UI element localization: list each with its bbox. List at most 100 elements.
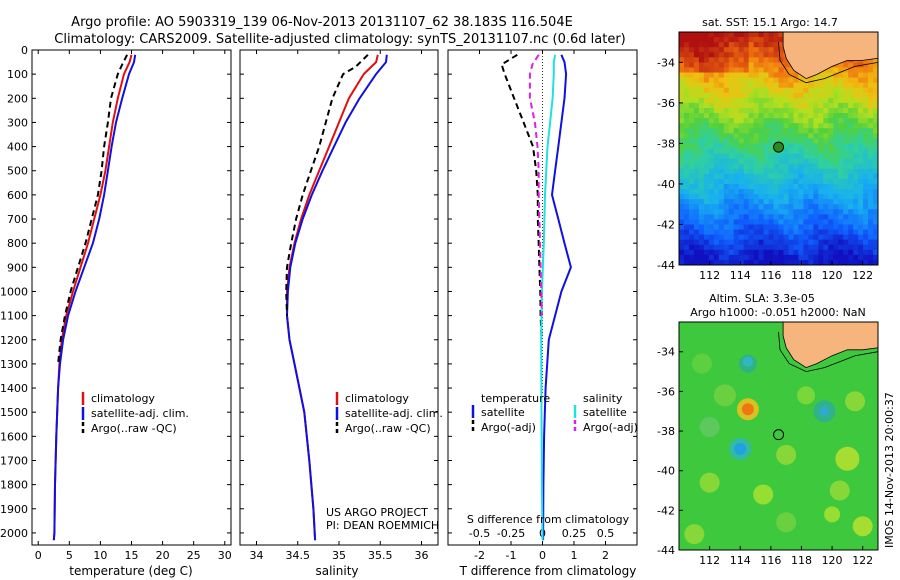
sst-cell xyxy=(763,204,769,210)
sst-cell xyxy=(858,249,864,256)
sst-cell xyxy=(683,168,690,175)
sst-cell xyxy=(718,107,725,114)
salinity-xlabel: salinity xyxy=(315,564,358,578)
sst-cell xyxy=(863,259,869,266)
sst-cell xyxy=(808,229,814,236)
sst-cell xyxy=(823,239,829,246)
sst-cell xyxy=(723,239,730,246)
sst-cell xyxy=(798,239,804,246)
sla-blob xyxy=(684,524,705,545)
sst-cell xyxy=(848,148,854,154)
sst-cell xyxy=(863,153,869,160)
sst-cell xyxy=(718,204,725,210)
sst-cell xyxy=(803,158,809,165)
sst-cell xyxy=(873,57,879,63)
sst-cell xyxy=(768,92,774,99)
sst-cell xyxy=(808,123,814,129)
sst-cell xyxy=(758,214,764,220)
sst-cell xyxy=(808,133,814,139)
sst-cell xyxy=(683,57,690,63)
sst-cell xyxy=(848,249,854,256)
sst-cell xyxy=(683,214,690,220)
sst-cell xyxy=(723,118,730,124)
sst-cell xyxy=(753,143,760,149)
sst-cell xyxy=(758,168,764,175)
sst-cell xyxy=(833,123,839,129)
sst-cell xyxy=(708,249,715,256)
sst-cell xyxy=(723,42,730,48)
sst-cell xyxy=(743,189,750,195)
sst-cell xyxy=(853,113,859,119)
sst-cell xyxy=(813,239,819,246)
sst-cell xyxy=(683,224,690,230)
sst-cell xyxy=(778,57,784,63)
sst-cell xyxy=(788,194,794,200)
sst-cell xyxy=(703,168,710,175)
sla-blob xyxy=(835,446,860,471)
sst-cell xyxy=(748,189,755,195)
sst-cell xyxy=(688,102,695,109)
sst-cell xyxy=(723,32,730,38)
sst-cell xyxy=(743,234,750,241)
sst-cell xyxy=(728,224,735,230)
sst-cell xyxy=(683,52,690,58)
sst-cell xyxy=(778,128,784,134)
sst-cell xyxy=(708,128,715,134)
sst-cell xyxy=(808,173,814,180)
sst-cell xyxy=(768,153,774,160)
sst-cell xyxy=(718,244,725,251)
sst-cell xyxy=(853,92,859,99)
sst-cell xyxy=(848,82,854,89)
sst-cell xyxy=(833,77,839,84)
sst-cell xyxy=(778,102,784,109)
sst-cell xyxy=(713,67,720,73)
sst-cell xyxy=(793,133,799,139)
sst-cell xyxy=(748,87,755,94)
sst-cell xyxy=(808,259,814,266)
sst-cell xyxy=(683,133,690,139)
sst-cell xyxy=(688,173,695,180)
sst-cell xyxy=(733,209,740,215)
sst-cell xyxy=(693,67,700,73)
sst-cell xyxy=(803,138,809,144)
sst-cell xyxy=(778,123,784,129)
sst-cell xyxy=(698,92,705,99)
sst-cell xyxy=(743,224,750,230)
sst-cell xyxy=(758,158,764,165)
sst-cell xyxy=(858,113,864,119)
sst-cell xyxy=(768,199,774,205)
sst-cell xyxy=(778,168,784,175)
sst-cell xyxy=(763,138,769,144)
sst-cell xyxy=(703,194,710,200)
sst-cell xyxy=(688,153,695,160)
sst-cell xyxy=(853,97,859,104)
x-tick-label: 20 xyxy=(156,549,170,562)
sst-cell xyxy=(758,133,764,139)
sst-cell xyxy=(723,123,730,129)
sst-cell xyxy=(748,123,755,129)
sst-cell xyxy=(758,173,764,180)
sst-cell xyxy=(843,224,849,230)
sst-cell xyxy=(713,234,720,241)
sst-cell xyxy=(813,199,819,205)
sst-cell xyxy=(768,113,774,119)
sst-cell xyxy=(863,163,869,170)
sst-cell xyxy=(848,234,854,241)
sst-cell xyxy=(858,178,864,185)
sst-cell xyxy=(808,199,814,205)
sst-cell xyxy=(778,118,784,124)
sst-cell xyxy=(703,158,710,165)
sst-cell xyxy=(743,259,750,266)
sst-cell xyxy=(753,199,760,205)
sst-cell xyxy=(728,62,735,68)
sst-cell xyxy=(688,37,695,43)
sst-cell xyxy=(748,229,755,236)
sst-cell xyxy=(713,199,720,205)
sst-cell xyxy=(873,153,879,160)
sst-cell xyxy=(833,178,839,185)
sst-cell xyxy=(748,97,755,104)
sst-cell xyxy=(783,219,789,225)
sst-cell xyxy=(873,229,879,236)
sst-cell xyxy=(698,102,705,109)
sst-cell xyxy=(733,72,740,78)
